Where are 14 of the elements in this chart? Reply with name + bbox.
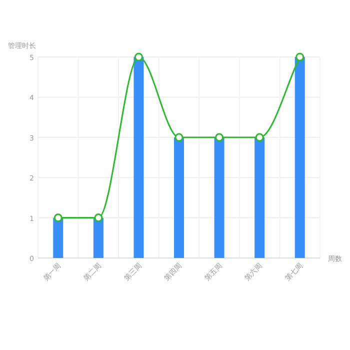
bar: [214, 137, 224, 258]
point: [54, 214, 62, 222]
point: [94, 214, 103, 222]
point: [174, 133, 184, 142]
point: [215, 133, 224, 142]
bar: [294, 57, 305, 258]
bar: [93, 218, 104, 258]
bar: [254, 137, 265, 258]
bar: [53, 218, 64, 258]
bar: [174, 137, 184, 258]
point: [255, 133, 264, 142]
point: [134, 52, 143, 62]
bar: [134, 57, 144, 258]
point: [296, 52, 304, 62]
